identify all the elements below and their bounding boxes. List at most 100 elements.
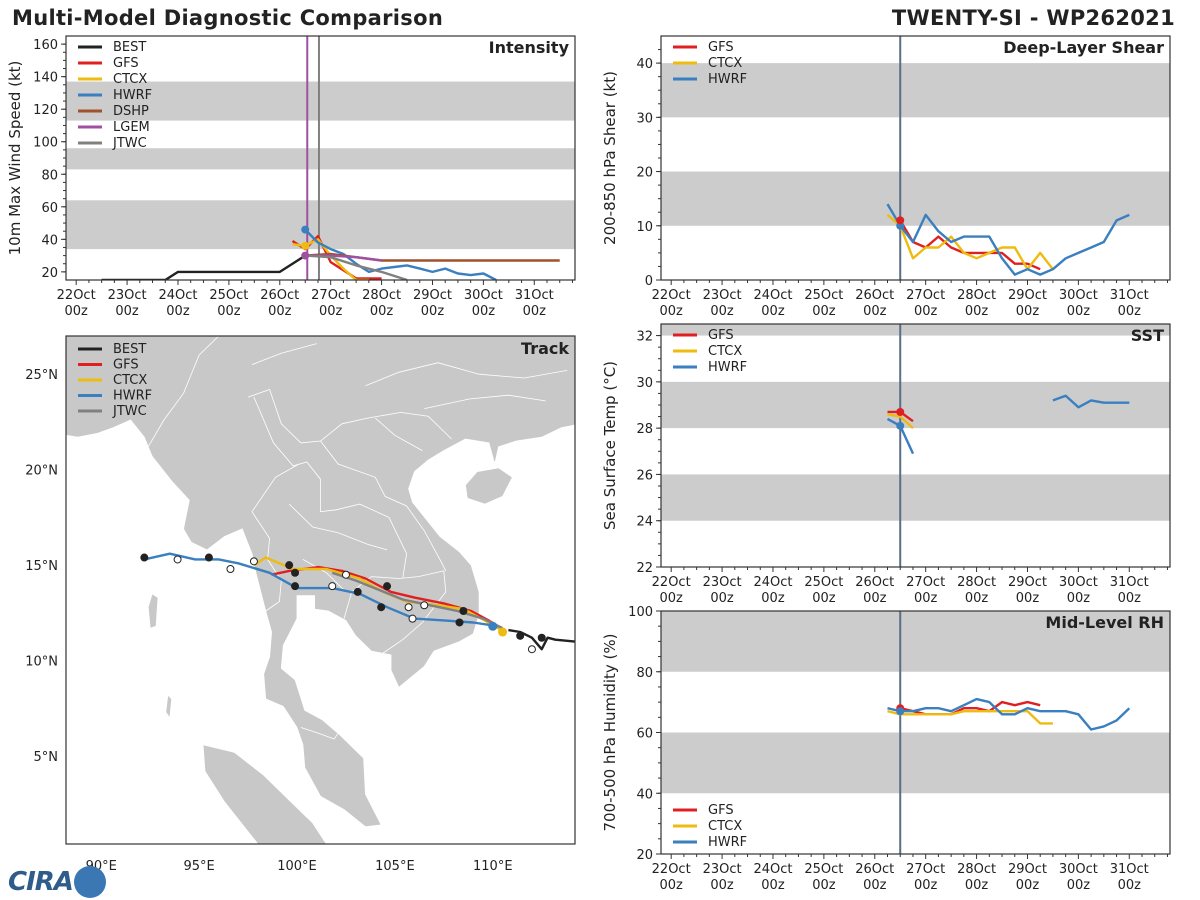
x-tick-hour: 00z: [217, 304, 241, 319]
x-tick-hour: 00z: [1067, 878, 1091, 893]
panel-title: Intensity: [489, 38, 570, 57]
series-line-hwrf: [886, 203, 1130, 276]
y-tick-label: 10: [636, 220, 653, 235]
panel-shear: 01020304022Oct00z23Oct00z24Oct00z25Oct00…: [601, 35, 1171, 319]
analysis-marker-hwrf: [896, 421, 905, 430]
x-tick-date: 22Oct: [652, 288, 691, 303]
series-line-ctcx: [887, 710, 1053, 725]
y-tick-label: 60: [636, 727, 653, 742]
legend-label-ctcx: CTCX: [708, 56, 742, 71]
x-tick-hour: 00z: [319, 304, 343, 319]
y-tick-label: 100: [628, 605, 653, 620]
track-point-filled: [459, 607, 468, 616]
x-tick-date: 28Oct: [362, 288, 401, 303]
y-axis-label: 10m Max Wind Speed (kt): [6, 61, 24, 256]
x-tick-date: 28Oct: [957, 575, 996, 590]
x-tick-date: 23Oct: [108, 288, 147, 303]
current-position-hwrf: [488, 621, 498, 631]
x-tick-date: 25Oct: [804, 862, 843, 877]
legend-label-dshp: DSHP: [113, 104, 149, 119]
x-tick-hour: 00z: [761, 304, 785, 319]
x-tick-date: 26Oct: [260, 288, 299, 303]
x-tick-hour: 00z: [1016, 304, 1040, 319]
legend-label-hwrf: HWRF: [113, 389, 152, 404]
y-tick-label: 5°N: [34, 750, 59, 765]
province-line: [288, 503, 388, 551]
legend-label-hwrf: HWRF: [708, 835, 747, 850]
x-tick-label: 105°E: [375, 859, 415, 874]
shaded-band: [661, 324, 1170, 336]
x-tick-hour: 00z: [659, 591, 683, 606]
border-line: [320, 440, 447, 572]
analysis-marker-hwrf: [896, 707, 905, 716]
x-tick-date: 24Oct: [753, 575, 792, 590]
x-tick-date: 22Oct: [57, 288, 96, 303]
track-line-hwrf: [144, 552, 499, 628]
x-tick-hour: 00z: [1067, 591, 1091, 606]
x-tick-hour: 00z: [914, 591, 938, 606]
x-tick-date: 24Oct: [753, 862, 792, 877]
y-tick-label: 60: [41, 201, 58, 216]
shaded-band: [661, 611, 1170, 672]
x-tick-hour: 00z: [863, 591, 887, 606]
x-tick-date: 27Oct: [311, 288, 350, 303]
x-tick-date: 24Oct: [158, 288, 197, 303]
andaman-islands: [147, 593, 159, 629]
y-axis-label: 200-850 hPa Shear (kt): [601, 71, 619, 245]
legend-label-hwrf: HWRF: [113, 88, 152, 103]
legend-label-gfs: GFS: [708, 40, 734, 55]
x-tick-date: 26Oct: [855, 862, 894, 877]
province-line: [365, 362, 568, 387]
x-tick-date: 25Oct: [804, 288, 843, 303]
figure-title: Multi-Model Diagnostic Comparison: [12, 6, 444, 30]
border-line: [251, 463, 300, 612]
panel-track: 90°E 95°E 100°E 105°E 110°E5°N10°N15°N20°N25…: [25, 335, 576, 874]
shaded-band: [66, 148, 575, 170]
x-tick-hour: 00z: [965, 878, 989, 893]
x-tick-hour: 00z: [166, 304, 190, 319]
y-axis-label: Sea Surface Temp (°C): [601, 361, 619, 530]
x-tick-date: 29Oct: [1008, 862, 1047, 877]
x-tick-hour: 00z: [863, 304, 887, 319]
track-point-open: [404, 603, 413, 612]
series-line-hwrf: [1052, 394, 1130, 409]
legend-label-jtwc: JTWC: [112, 136, 147, 151]
analysis-marker-ctcx: [301, 241, 310, 250]
x-tick-hour: 00z: [965, 304, 989, 319]
shaded-band: [661, 381, 1170, 429]
x-tick-hour: 00z: [659, 878, 683, 893]
y-tick-label: 15°N: [25, 559, 58, 574]
y-tick-label: 40: [636, 787, 653, 802]
panel-title: Track: [521, 339, 569, 358]
track-point-filled: [377, 603, 386, 612]
y-tick-label: 24: [636, 515, 653, 530]
legend-label-gfs: GFS: [113, 56, 139, 71]
track-point-open: [249, 557, 258, 566]
panel-sst: 22242628303222Oct00z23Oct00z24Oct00z25Oc…: [601, 323, 1171, 606]
shaded-band: [661, 63, 1170, 118]
y-tick-label: 26: [636, 468, 653, 483]
x-tick-date: 30Oct: [464, 288, 503, 303]
border-line: [253, 396, 408, 579]
series-line-jtwc: [305, 254, 408, 280]
track-point-filled: [537, 633, 546, 642]
legend-label-gfs: GFS: [708, 803, 734, 818]
plot-frame: [65, 335, 576, 845]
x-tick-hour: 00z: [268, 304, 292, 319]
analysis-marker-lgem: [301, 251, 310, 260]
x-tick-date: 23Oct: [703, 575, 742, 590]
analysis-marker-gfs: [896, 216, 905, 225]
panel-title: Mid-Level RH: [1045, 613, 1164, 632]
x-tick-date: 30Oct: [1059, 288, 1098, 303]
legend-label-ctcx: CTCX: [708, 344, 742, 359]
border-line: [247, 388, 452, 444]
province-line: [302, 559, 345, 591]
y-tick-label: 160: [33, 38, 58, 53]
panel-title: SST: [1131, 326, 1164, 345]
x-tick-hour: 00z: [812, 591, 836, 606]
